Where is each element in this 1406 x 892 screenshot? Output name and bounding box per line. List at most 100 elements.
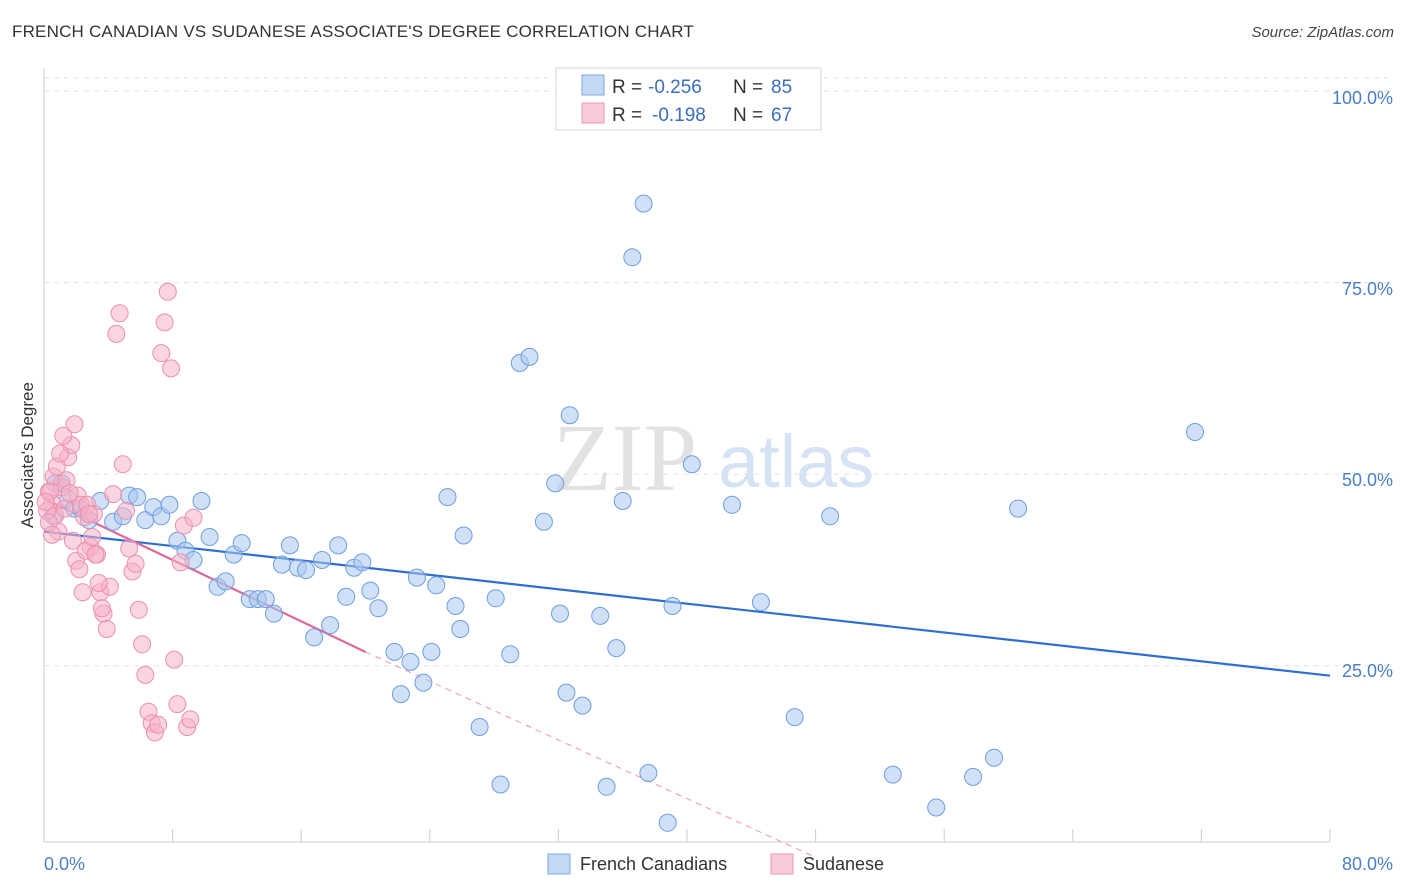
french-canadian-point-57: [546, 474, 565, 493]
french-canadian-point-33: [329, 536, 348, 555]
french-canadian-point-48: [451, 620, 470, 638]
french-canadian-point-50: [470, 718, 489, 736]
french-canadian-point-37: [361, 581, 380, 600]
sudanese-point-62: [89, 574, 108, 592]
french-canadian-point-49: [454, 526, 473, 545]
legend-swatch-sudanese: [581, 102, 605, 124]
bottom-legend-swatch-sudanese: [770, 853, 794, 875]
trend-line-extension-sudanese: [365, 651, 816, 858]
french-canadian-point-51: [486, 589, 505, 608]
french-canadian-point-61: [573, 696, 592, 715]
sudanese-point-18: [97, 620, 116, 638]
legend-r-value-2: -0.198: [652, 105, 706, 126]
sudanese-point-66: [43, 525, 61, 544]
french-canadian-point-65: [613, 492, 632, 510]
sudanese-point-63: [92, 599, 111, 618]
sudanese-point-28: [129, 600, 148, 619]
legend: R = -0.256 N = 85 R = -0.198 N = 67: [555, 67, 822, 131]
sudanese-point-24: [117, 501, 135, 520]
data-points: [36, 194, 1204, 832]
legend-r-label-2: R =: [612, 105, 642, 126]
french-canadian-point-77: [927, 798, 946, 817]
french-canadian-point-70: [663, 597, 682, 615]
watermark-atlas: atlas: [718, 420, 874, 503]
french-canadian-point-58: [551, 604, 569, 623]
french-canadian-point-19: [216, 572, 235, 591]
french-canadian-point-16: [192, 492, 211, 510]
sudanese-point-40: [168, 695, 187, 714]
chart-title: FRENCH CANADIAN VS SUDANESE ASSOCIATE'S …: [12, 22, 695, 41]
french-canadian-point-43: [414, 673, 433, 692]
french-canadian-point-39: [385, 642, 404, 661]
y-tick-label-50: 50.0%: [1342, 470, 1393, 490]
y-tick-label-100: 100.0%: [1332, 88, 1393, 108]
sudanese-point-8: [65, 415, 84, 434]
trend-line-sudanese: [43, 497, 366, 653]
french-canadian-point-72: [723, 495, 741, 514]
sudanese-point-64: [36, 492, 55, 511]
legend-r-label-1: R =: [612, 77, 642, 98]
french-canadian-point-29: [297, 561, 315, 579]
french-canadian-point-34: [337, 587, 356, 606]
sudanese-point-54: [63, 531, 82, 550]
y-axis-title: Associate's Degree: [18, 382, 37, 528]
french-canadian-point-21: [232, 534, 251, 553]
trend-lines: [43, 497, 1331, 858]
bottom-legend: French Canadians Sudanese: [547, 853, 884, 875]
sudanese-point-34: [149, 715, 168, 734]
sudanese-point-29: [133, 635, 152, 654]
french-canadian-point-62: [591, 606, 610, 625]
french-canadian-point-25: [264, 604, 283, 623]
sudanese-point-50: [51, 444, 70, 463]
french-canadian-point-79: [985, 748, 1003, 767]
french-canadian-point-27: [280, 536, 299, 555]
sudanese-point-37: [158, 282, 177, 301]
sudanese-point-30: [136, 665, 155, 684]
bottom-legend-label-french-canadians: French Canadians: [580, 854, 727, 874]
french-canadian-point-73: [751, 593, 770, 612]
french-canadian-point-8: [128, 488, 147, 507]
sudanese-point-27: [126, 554, 145, 573]
french-canadian-point-64: [607, 639, 626, 658]
french-canadian-point-56: [534, 512, 553, 531]
sudanese-point-51: [54, 426, 73, 445]
sudanese-point-36: [155, 313, 174, 332]
sudanese-point-22: [110, 304, 129, 323]
french-canadian-point-74: [785, 708, 804, 727]
french-canadian-point-12: [160, 495, 179, 514]
x-tick-label-max: 80.0%: [1342, 854, 1393, 874]
french-canadian-point-26: [272, 555, 291, 574]
french-canadian-point-66: [623, 248, 642, 267]
french-canadian-point-53: [501, 645, 520, 664]
sudanese-point-56: [70, 560, 89, 579]
french-canadian-point-52: [491, 775, 510, 794]
y-tick-label-75: 75.0%: [1342, 279, 1393, 299]
french-canadian-point-40: [391, 685, 410, 704]
legend-n-label-2: N =: [733, 105, 763, 126]
y-tick-label-25: 25.0%: [1342, 661, 1393, 681]
french-canadian-point-32: [321, 616, 340, 635]
sudanese-point-41: [171, 553, 190, 572]
x-tick-label-min: 0.0%: [44, 854, 85, 874]
french-canadian-point-41: [401, 652, 420, 671]
sudanese-point-44: [181, 710, 200, 729]
french-canadian-point-68: [639, 764, 658, 782]
sudanese-point-5: [55, 499, 74, 518]
french-canadian-point-76: [883, 765, 902, 784]
bottom-legend-swatch-french-canadians: [547, 853, 571, 875]
sudanese-point-38: [162, 359, 180, 378]
legend-n-value-2: 67: [771, 105, 792, 126]
french-canadian-point-78: [964, 767, 983, 786]
french-canadian-point-59: [557, 683, 576, 702]
french-canadian-point-45: [427, 576, 446, 595]
french-canadian-point-63: [597, 777, 616, 796]
sudanese-point-20: [104, 485, 123, 504]
trend-line-french-canadians: [43, 530, 1331, 677]
sudanese-point-45: [184, 508, 203, 527]
french-canadian-point-36: [353, 553, 372, 572]
sudanese-point-39: [165, 650, 184, 669]
french-canadian-point-38: [369, 599, 388, 618]
x-ticks: [43, 829, 1331, 842]
french-canadian-point-46: [438, 488, 457, 507]
